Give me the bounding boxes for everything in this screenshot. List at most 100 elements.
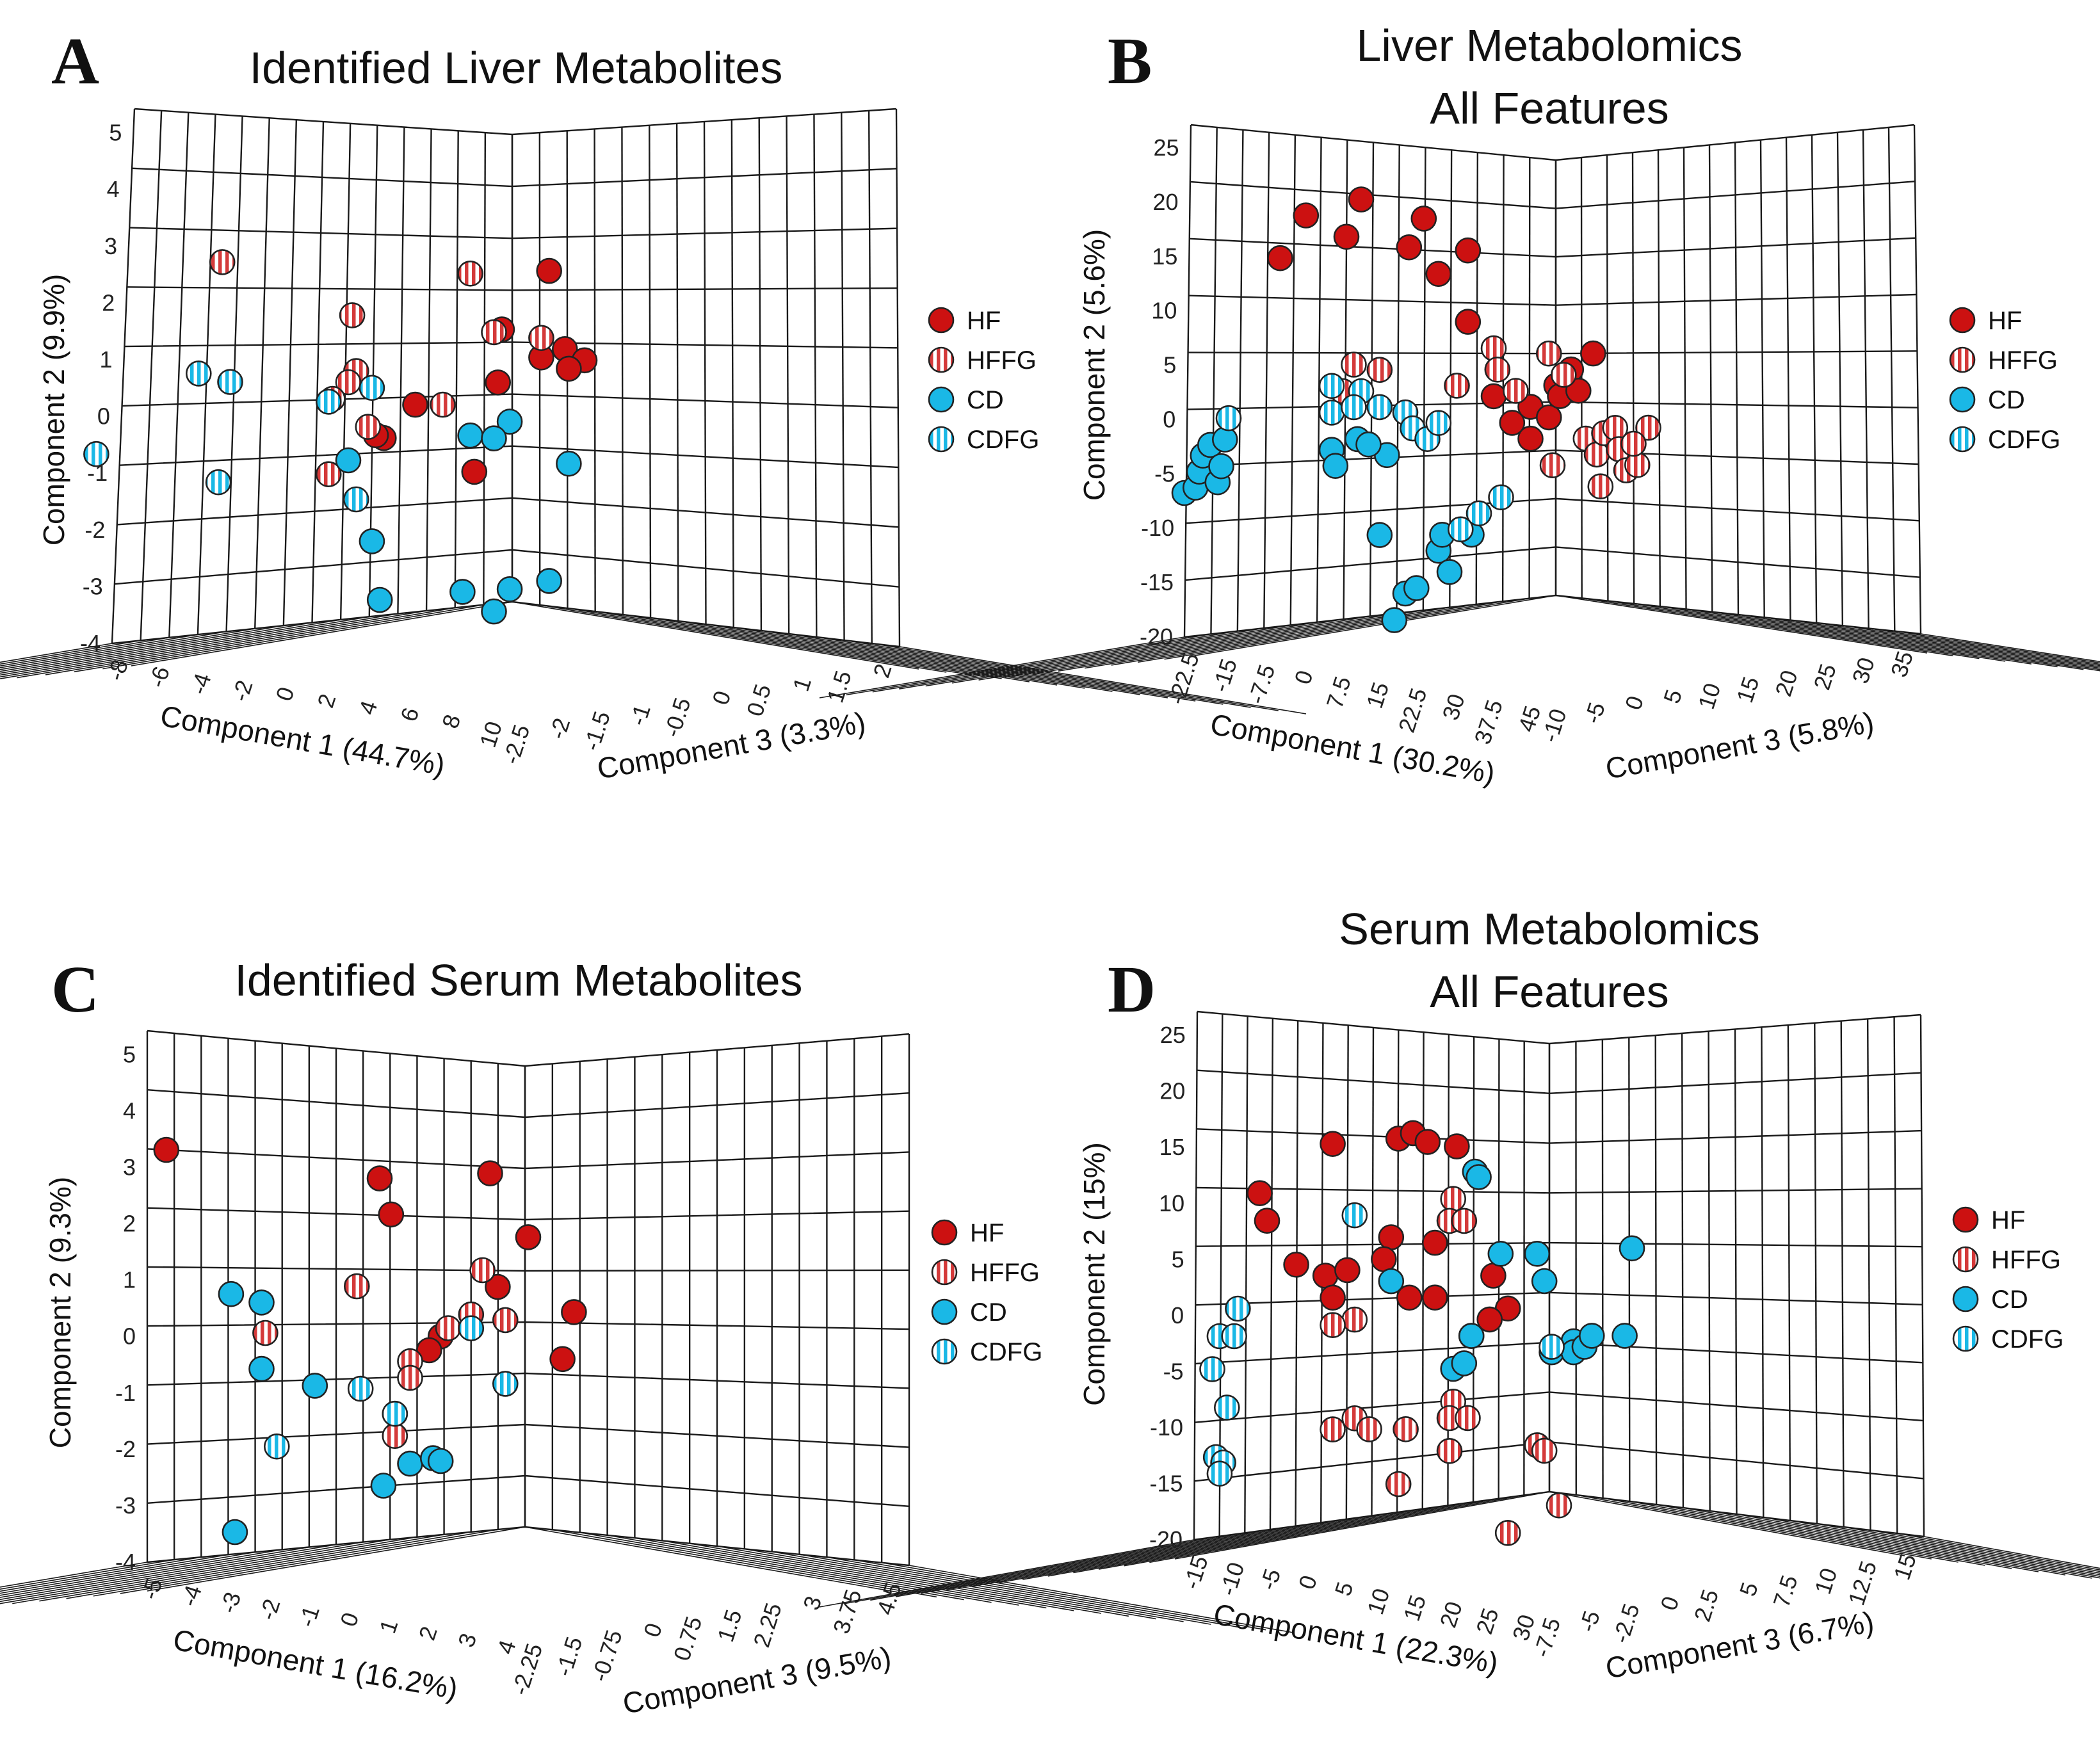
y-tick-label: -4: [115, 1549, 136, 1575]
z-tick-label: -5: [1579, 699, 1610, 727]
legend-marker-cd: [1953, 1287, 1978, 1311]
x-tick-label: -2: [254, 1595, 286, 1623]
floor-line: [1549, 1492, 1905, 1556]
z-tick-label: -2.5: [1607, 1600, 1644, 1646]
point-hf: [1349, 188, 1373, 212]
grid-line: [1195, 1392, 1923, 1422]
z-tick-label: 0: [638, 1620, 667, 1640]
x-tick-label: 0: [1289, 667, 1318, 688]
z-tick-label: 10: [1693, 680, 1725, 713]
grid-line: [1190, 238, 1916, 257]
point-cd: [1525, 1241, 1549, 1266]
data-points: [84, 250, 597, 624]
floor-line: [678, 621, 1085, 688]
grid-line: [1195, 1293, 1923, 1305]
floor-line: [1629, 1501, 1985, 1565]
z-tick-label: 0: [707, 688, 736, 708]
floor-line: [74, 608, 455, 672]
point-hf: [403, 392, 428, 417]
x-tick-label: 4: [492, 1637, 521, 1658]
legend-marker-hf: [932, 1220, 957, 1245]
floor-line: [45, 611, 426, 675]
point-hffg: [1496, 1521, 1520, 1545]
data-points: [154, 1138, 586, 1544]
grid-line: [1735, 143, 1738, 615]
point-hffg: [431, 392, 455, 417]
floor-line: [706, 624, 1113, 691]
x-tick-label: -5: [136, 1575, 168, 1603]
chart-title: Liver Metabolomics: [1357, 20, 1743, 70]
point-cdfg: [1320, 374, 1344, 398]
point-cdfg: [206, 470, 230, 494]
point-hf: [516, 1225, 540, 1249]
point-cdfg: [1489, 485, 1514, 510]
panel-letter: D: [1108, 953, 1156, 1026]
z-tick-label: 2.25: [748, 1599, 787, 1650]
floor-line: [512, 602, 919, 669]
grid-line: [1761, 1027, 1763, 1517]
floor-line: [1608, 601, 1979, 659]
grid-line: [426, 129, 432, 611]
point-cdfg: [360, 376, 384, 400]
y-tick-label: 0: [1163, 406, 1175, 432]
z-tick-label: 5: [1734, 1579, 1763, 1599]
point-cdfg: [493, 1371, 517, 1396]
point-hf: [1426, 262, 1451, 286]
z-tick-label: 0: [1655, 1593, 1684, 1613]
z-tick-label: 20: [1770, 667, 1802, 700]
legend-label-cdfg: CDFG: [1991, 1325, 2064, 1353]
point-hffg: [1456, 1406, 1480, 1430]
grid-line: [1658, 150, 1660, 606]
point-cdfg: [348, 1377, 373, 1401]
grid-line: [1186, 499, 1919, 523]
point-cd: [360, 529, 384, 553]
y-tick-label: 10: [1159, 1190, 1184, 1216]
legend-marker-cdfg: [1953, 1327, 1978, 1351]
floor-line: [1710, 1511, 2065, 1575]
point-hffg: [482, 320, 506, 344]
chart-title: Identified Serum Metabolites: [234, 955, 802, 1005]
grid-line: [147, 1149, 909, 1168]
floor-line: [1556, 595, 1927, 653]
grid-line: [841, 113, 844, 640]
point-hffg: [1452, 1209, 1476, 1233]
point-cd: [537, 569, 561, 593]
y-tick-label: 10: [1151, 298, 1177, 324]
grid-line: [1190, 181, 1915, 208]
z-tick-label: 1: [788, 674, 816, 695]
point-hf: [1456, 238, 1480, 262]
z-tick-label: 0.5: [741, 681, 776, 719]
point-hf: [1334, 225, 1359, 249]
floor-line: [595, 611, 1002, 679]
legend-marker-hffg: [1953, 1247, 1978, 1272]
x-tick-label: 0: [1293, 1572, 1322, 1592]
point-cdfg: [1225, 1296, 1250, 1321]
point-cd: [398, 1451, 423, 1476]
point-hffg: [1547, 1493, 1571, 1517]
x-tick-label: 0: [335, 1610, 364, 1630]
y-tick-label: 3: [123, 1154, 136, 1180]
point-cdfg: [1426, 411, 1451, 435]
point-cd: [482, 599, 506, 624]
floor-line: [1058, 610, 1423, 671]
floor-line: [1844, 1527, 2100, 1591]
point-hf: [1444, 1134, 1469, 1159]
z-tick-label: 7.5: [1768, 1572, 1802, 1610]
x-tick-label: 37.5: [1469, 697, 1508, 747]
point-hf: [1321, 1286, 1345, 1310]
grid-line: [1372, 1028, 1374, 1516]
x-tick-label: -15: [1178, 1553, 1213, 1592]
x-tick-label: 2: [312, 691, 341, 711]
grid-line: [129, 228, 897, 239]
point-hffg: [471, 1258, 495, 1282]
y-axis-label: Component 2 (5.6%): [1078, 229, 1111, 501]
legend-label-hffg: HFFG: [1991, 1246, 2061, 1274]
point-hf: [1255, 1209, 1279, 1233]
z-tick-label: 5: [1658, 686, 1687, 707]
z-tick-label: 35: [1886, 648, 1918, 681]
point-hffg: [356, 415, 380, 439]
legend: HF HFFG CD CDFG: [932, 1219, 1042, 1366]
grid-line: [677, 124, 678, 621]
point-cdfg: [383, 1401, 407, 1426]
point-hf: [1268, 246, 1293, 270]
